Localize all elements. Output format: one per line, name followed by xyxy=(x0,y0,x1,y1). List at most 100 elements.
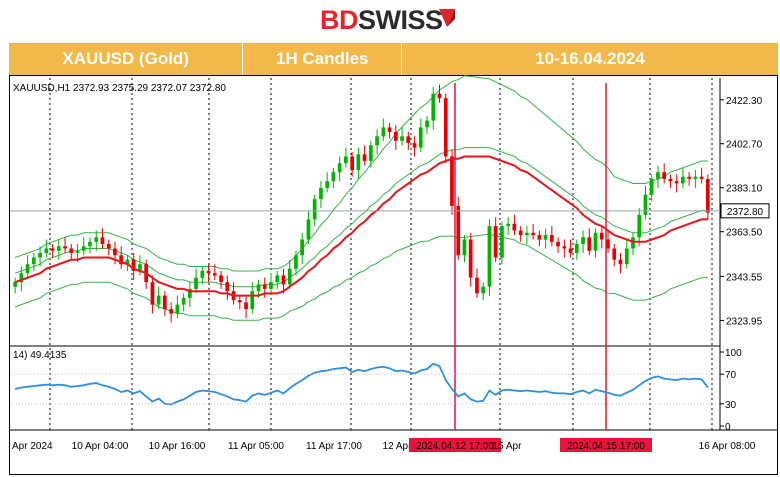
logo-text-bd: BD xyxy=(320,5,359,35)
candle-body xyxy=(556,241,560,247)
candle-body xyxy=(337,163,342,173)
candle xyxy=(481,282,485,301)
candle-body xyxy=(662,172,666,179)
candle-body xyxy=(487,226,492,287)
candle-body xyxy=(156,295,161,305)
x-axis-label: Apr 2024 xyxy=(12,441,53,452)
candle-body xyxy=(537,235,542,240)
candle-body xyxy=(637,214,642,238)
candle-body xyxy=(125,259,130,265)
candle xyxy=(462,235,467,262)
rsi-line xyxy=(14,362,709,406)
candle xyxy=(394,125,398,150)
candle xyxy=(244,295,248,319)
candle xyxy=(656,165,660,188)
candle-body xyxy=(244,302,248,310)
candle xyxy=(219,270,223,289)
logo-text-swiss: SWISS xyxy=(358,5,443,35)
candle xyxy=(150,275,155,314)
y-tick-label: 2323.95 xyxy=(726,316,763,327)
header-date-range: 10-16.04.2024 xyxy=(535,49,645,68)
candle-body xyxy=(599,232,604,240)
candle-body xyxy=(656,172,660,179)
candle-body xyxy=(213,273,217,276)
x-axis-label: 12 Apr xyxy=(383,441,413,452)
candle xyxy=(612,244,617,267)
candle xyxy=(556,237,560,254)
moving-average-line xyxy=(14,155,708,297)
candle-body xyxy=(400,136,404,141)
candle-body xyxy=(106,244,111,249)
x-axis-label: 10 Apr 16:00 xyxy=(149,441,206,452)
candle-body xyxy=(550,235,554,242)
candle-body xyxy=(574,244,579,253)
candle-body xyxy=(194,277,198,289)
candle-body xyxy=(175,304,180,314)
candle-body xyxy=(275,275,280,283)
candle xyxy=(493,217,498,262)
candle xyxy=(437,84,442,103)
candle-body xyxy=(356,154,361,170)
candle-body xyxy=(63,246,67,249)
candle-body xyxy=(512,223,517,231)
candle xyxy=(362,145,367,166)
marker-time-tag xyxy=(560,438,652,452)
candle xyxy=(188,282,192,307)
candle xyxy=(181,293,186,312)
candle xyxy=(325,172,329,193)
candle xyxy=(356,147,361,179)
y-tick-label: 2363.50 xyxy=(726,228,763,239)
candle-body xyxy=(649,179,654,195)
candle xyxy=(225,275,230,301)
candle-body xyxy=(250,291,255,310)
candle xyxy=(543,228,548,249)
candle-body xyxy=(699,176,704,179)
x-axis-label: 15 Apr xyxy=(493,441,523,452)
candle xyxy=(56,239,61,260)
candle xyxy=(50,244,55,258)
candle-body xyxy=(319,187,323,200)
candle-body xyxy=(281,275,286,285)
candle-body xyxy=(312,199,317,220)
candle-body xyxy=(13,282,17,287)
candle-body xyxy=(468,239,473,278)
header-symbol: XAUUSD (Gold) xyxy=(9,43,244,75)
candle-body xyxy=(50,248,55,251)
candle-body xyxy=(225,282,230,292)
candle-body xyxy=(163,295,167,310)
candle-body xyxy=(325,181,329,188)
candle-body xyxy=(38,253,42,258)
candle-body xyxy=(612,248,617,260)
candle-body xyxy=(81,246,86,251)
candle-body xyxy=(25,264,30,274)
candle xyxy=(88,237,92,254)
candle xyxy=(487,219,492,296)
candle-body xyxy=(88,241,92,247)
candle xyxy=(674,174,679,193)
candle-body xyxy=(443,98,448,157)
candle-body xyxy=(300,239,304,256)
bollinger-lower-band xyxy=(14,233,708,321)
candle-body xyxy=(269,282,273,289)
candle xyxy=(606,230,610,254)
candle xyxy=(200,266,205,285)
candle xyxy=(624,239,629,269)
candle-body xyxy=(188,288,192,298)
candle xyxy=(94,230,99,251)
candle xyxy=(562,239,567,258)
candle xyxy=(156,286,161,310)
candle xyxy=(574,239,579,260)
candle xyxy=(63,237,67,254)
candle xyxy=(687,172,691,186)
rsi-info-text: 14) 49.4135 xyxy=(13,350,67,361)
candle xyxy=(381,118,386,141)
candle xyxy=(431,86,436,130)
current-price-label: 2372.80 xyxy=(727,207,764,218)
bollinger-middle-band xyxy=(14,147,708,288)
candle-body xyxy=(256,284,261,292)
candle xyxy=(450,149,454,215)
candle xyxy=(512,214,517,236)
candle-body xyxy=(706,179,710,213)
candle-body xyxy=(481,286,485,294)
candle xyxy=(81,237,86,256)
